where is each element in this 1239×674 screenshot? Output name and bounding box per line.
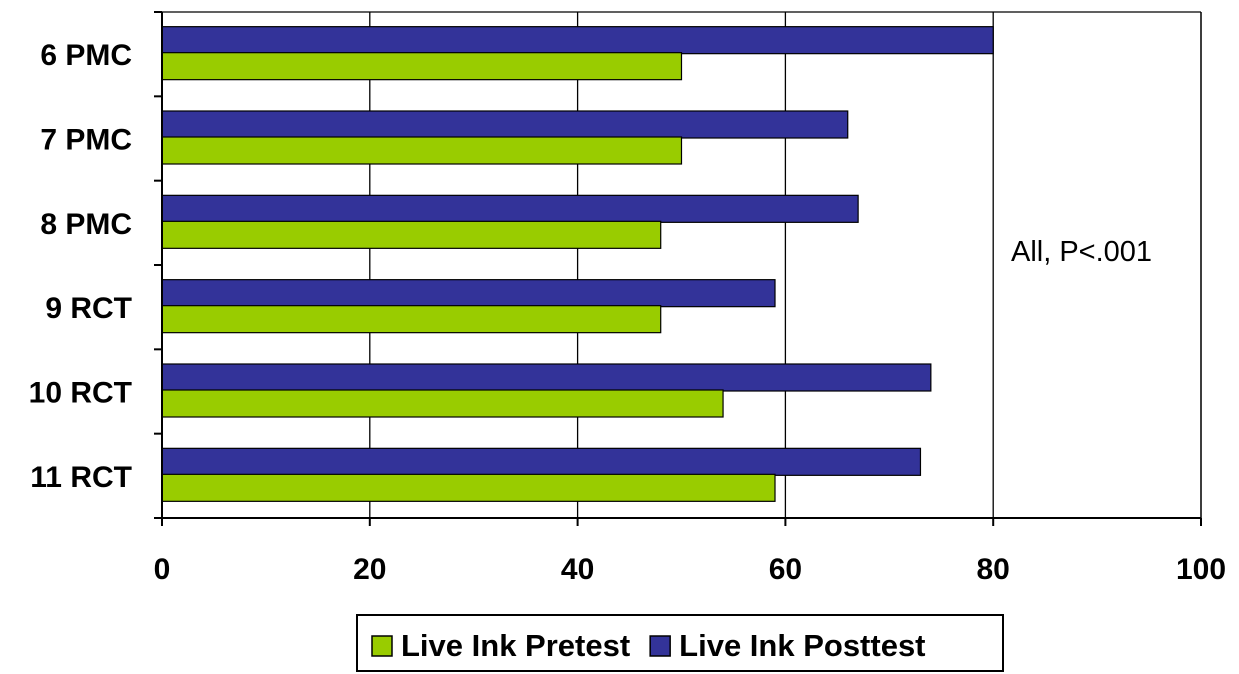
- annotation-text: All, P<.001: [1011, 236, 1152, 268]
- bar-posttest-0: [161, 26, 994, 55]
- category-label-3: 9 RCT: [45, 292, 132, 325]
- bar-pretest-2: [161, 220, 662, 249]
- category-label-4: 10 RCT: [29, 377, 132, 410]
- category-label-2: 8 PMC: [40, 208, 132, 241]
- bar-posttest-4: [161, 363, 932, 392]
- category-label-0: 6 PMC: [40, 39, 132, 72]
- category-label-1: 7 PMC: [40, 124, 132, 157]
- legend-swatch-1: [649, 635, 671, 657]
- legend-box: [356, 614, 1004, 672]
- bar-posttest-2: [161, 194, 859, 223]
- bar-pretest-0: [161, 52, 683, 81]
- bar-pretest-1: [161, 136, 683, 165]
- x-tick-label-40: 40: [561, 553, 594, 586]
- category-label-5: 11 RCT: [30, 461, 132, 494]
- legend-swatch-0: [371, 635, 393, 657]
- plot-background: [162, 12, 1201, 518]
- bar-posttest-5: [161, 447, 922, 476]
- x-tick-label-80: 80: [977, 553, 1010, 586]
- x-tick-label-20: 20: [353, 553, 386, 586]
- legend-label-1: Live Ink Posttest: [679, 628, 925, 663]
- bar-pretest-4: [161, 389, 724, 418]
- bar-posttest-1: [161, 110, 849, 139]
- x-tick-label-0: 0: [154, 553, 171, 586]
- bar-pretest-3: [161, 305, 662, 334]
- bar-pretest-5: [161, 473, 776, 502]
- bar-posttest-3: [161, 279, 776, 308]
- x-tick-label-60: 60: [769, 553, 802, 586]
- x-tick-label-100: 100: [1176, 553, 1226, 586]
- legend-label-0: Live Ink Pretest: [401, 628, 630, 663]
